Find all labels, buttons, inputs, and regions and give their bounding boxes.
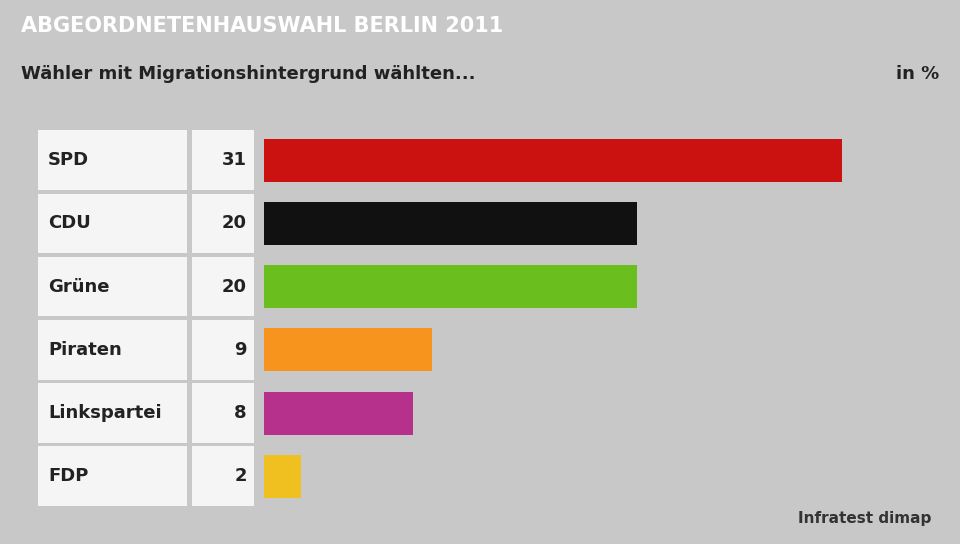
Text: Wähler mit Migrationshintergrund wählten...: Wähler mit Migrationshintergrund wählten… — [21, 65, 475, 83]
FancyBboxPatch shape — [192, 320, 254, 380]
FancyBboxPatch shape — [264, 139, 842, 182]
FancyBboxPatch shape — [38, 131, 187, 190]
FancyBboxPatch shape — [192, 384, 254, 443]
Text: Linkspartei: Linkspartei — [48, 404, 161, 422]
Text: Piraten: Piraten — [48, 341, 122, 359]
FancyBboxPatch shape — [264, 265, 637, 308]
FancyBboxPatch shape — [192, 131, 254, 190]
Text: ABGEORDNETENHAUSWAHL BERLIN 2011: ABGEORDNETENHAUSWAHL BERLIN 2011 — [21, 16, 503, 36]
Text: 8: 8 — [234, 404, 247, 422]
Text: in %: in % — [896, 65, 939, 83]
FancyBboxPatch shape — [264, 202, 637, 245]
FancyBboxPatch shape — [264, 392, 413, 435]
Text: 20: 20 — [222, 214, 247, 232]
FancyBboxPatch shape — [38, 447, 187, 506]
FancyBboxPatch shape — [192, 257, 254, 317]
Text: FDP: FDP — [48, 467, 88, 485]
Text: Infratest dimap: Infratest dimap — [798, 511, 931, 526]
FancyBboxPatch shape — [38, 257, 187, 317]
Text: 20: 20 — [222, 277, 247, 295]
Text: 31: 31 — [222, 151, 247, 169]
FancyBboxPatch shape — [264, 329, 432, 372]
Text: Grüne: Grüne — [48, 277, 109, 295]
Text: CDU: CDU — [48, 214, 91, 232]
Text: SPD: SPD — [48, 151, 89, 169]
Text: 2: 2 — [234, 467, 247, 485]
FancyBboxPatch shape — [192, 194, 254, 253]
FancyBboxPatch shape — [192, 447, 254, 506]
FancyBboxPatch shape — [38, 320, 187, 380]
Text: 9: 9 — [234, 341, 247, 359]
FancyBboxPatch shape — [264, 455, 301, 498]
FancyBboxPatch shape — [38, 384, 187, 443]
FancyBboxPatch shape — [38, 194, 187, 253]
